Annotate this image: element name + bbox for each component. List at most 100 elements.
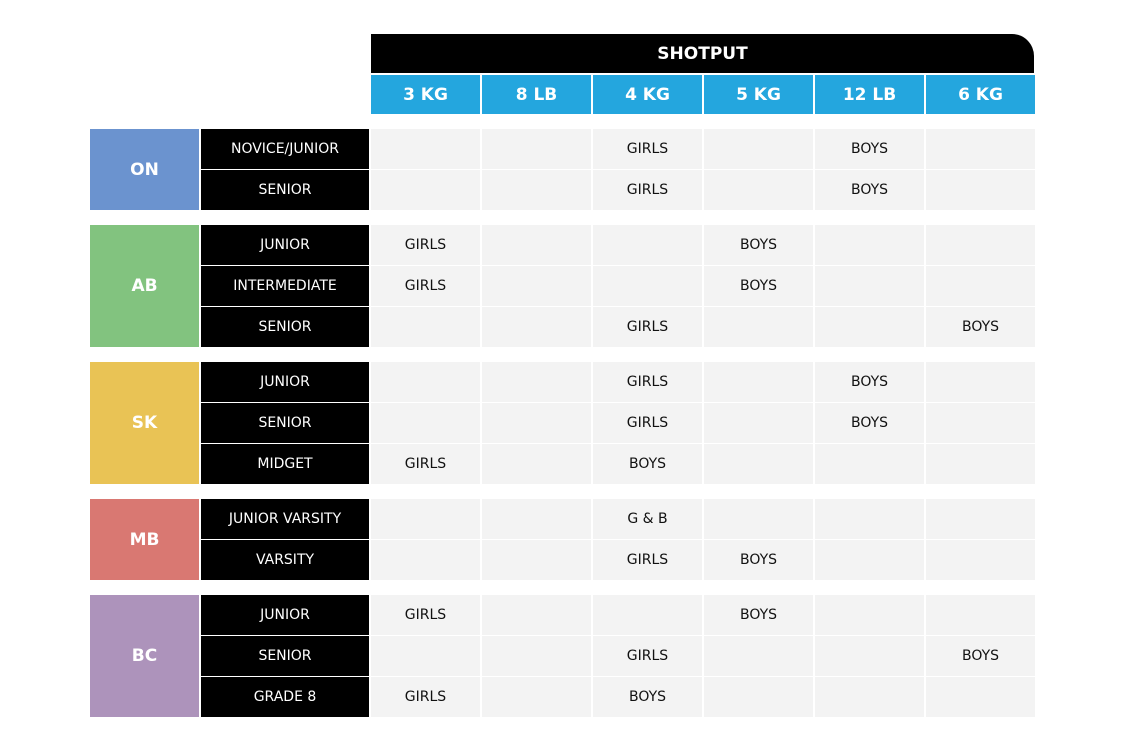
table-cell xyxy=(926,266,1035,306)
table-cell xyxy=(482,266,591,306)
table-cell xyxy=(926,170,1035,210)
table-cell xyxy=(482,403,591,443)
table-cell xyxy=(371,636,480,676)
table-cell xyxy=(926,595,1035,635)
table-cell: GIRLS xyxy=(593,636,702,676)
table-cell: BOYS xyxy=(815,403,924,443)
table-cell xyxy=(371,170,480,210)
table-cell: GIRLS xyxy=(593,540,702,580)
table-cell: GIRLS xyxy=(371,266,480,306)
table-cell: BOYS xyxy=(593,677,702,717)
table-cell xyxy=(815,499,924,539)
level-label: INTERMEDIATE xyxy=(201,266,369,306)
table-cell: GIRLS xyxy=(593,170,702,210)
table-cell xyxy=(704,129,813,169)
table-cell xyxy=(704,170,813,210)
table-cell xyxy=(926,540,1035,580)
table-cell xyxy=(926,225,1035,265)
table-cell: GIRLS xyxy=(371,444,480,484)
table-cell xyxy=(482,129,591,169)
table-cell xyxy=(482,444,591,484)
table-title: SHOTPUT xyxy=(371,34,1034,73)
table-cell xyxy=(482,307,591,347)
table-cell xyxy=(926,444,1035,484)
column-header: 8 LB xyxy=(482,75,591,114)
table-cell: BOYS xyxy=(704,266,813,306)
table-cell xyxy=(482,540,591,580)
level-label: JUNIOR xyxy=(201,362,369,402)
level-label: SENIOR xyxy=(201,170,369,210)
table-cell: GIRLS xyxy=(593,307,702,347)
table-cell xyxy=(371,129,480,169)
table-cell xyxy=(815,225,924,265)
table-cell: BOYS xyxy=(815,129,924,169)
table-cell xyxy=(371,540,480,580)
table-cell xyxy=(482,170,591,210)
column-header: 3 KG xyxy=(371,75,480,114)
table-cell xyxy=(371,403,480,443)
level-label: GRADE 8 xyxy=(201,677,369,717)
level-label: MIDGET xyxy=(201,444,369,484)
table-cell: G & B xyxy=(593,499,702,539)
table-cell xyxy=(704,636,813,676)
table-cell xyxy=(815,677,924,717)
level-label: JUNIOR VARSITY xyxy=(201,499,369,539)
table-cell: GIRLS xyxy=(593,362,702,402)
level-label: SENIOR xyxy=(201,403,369,443)
table-cell xyxy=(482,225,591,265)
table-cell: GIRLS xyxy=(371,595,480,635)
table-cell: GIRLS xyxy=(593,129,702,169)
table-cell xyxy=(593,595,702,635)
table-cell xyxy=(704,444,813,484)
table-cell xyxy=(704,677,813,717)
province-label: AB xyxy=(90,225,199,347)
table-cell xyxy=(815,266,924,306)
province-label: SK xyxy=(90,362,199,484)
table-cell: GIRLS xyxy=(593,403,702,443)
table-cell: BOYS xyxy=(815,362,924,402)
table-cell xyxy=(815,540,924,580)
table-cell xyxy=(926,677,1035,717)
table-cell xyxy=(482,636,591,676)
table-cell xyxy=(704,403,813,443)
province-label: BC xyxy=(90,595,199,717)
table-cell xyxy=(815,636,924,676)
table-cell: GIRLS xyxy=(371,225,480,265)
table-cell xyxy=(371,307,480,347)
column-header: 12 LB xyxy=(815,75,924,114)
table-cell: BOYS xyxy=(815,170,924,210)
province-label: ON xyxy=(90,129,199,210)
level-label: VARSITY xyxy=(201,540,369,580)
table-cell xyxy=(815,307,924,347)
table-cell: BOYS xyxy=(926,307,1035,347)
table-cell xyxy=(371,362,480,402)
column-header: 5 KG xyxy=(704,75,813,114)
level-label: JUNIOR xyxy=(201,225,369,265)
table-cell xyxy=(815,444,924,484)
level-label: NOVICE/JUNIOR xyxy=(201,129,369,169)
table-cell xyxy=(926,499,1035,539)
table-cell xyxy=(482,677,591,717)
table-cell xyxy=(482,595,591,635)
table-cell: GIRLS xyxy=(371,677,480,717)
table-cell xyxy=(704,499,813,539)
table-cell: BOYS xyxy=(704,540,813,580)
table-cell: BOYS xyxy=(704,225,813,265)
table-cell xyxy=(704,362,813,402)
table-cell xyxy=(926,362,1035,402)
table-cell xyxy=(593,225,702,265)
level-label: SENIOR xyxy=(201,307,369,347)
table-cell xyxy=(926,129,1035,169)
column-header: 6 KG xyxy=(926,75,1035,114)
table-cell: BOYS xyxy=(926,636,1035,676)
table-cell: BOYS xyxy=(593,444,702,484)
table-cell xyxy=(593,266,702,306)
table-cell: BOYS xyxy=(704,595,813,635)
level-label: SENIOR xyxy=(201,636,369,676)
province-label: MB xyxy=(90,499,199,580)
table-cell xyxy=(926,403,1035,443)
table-cell xyxy=(371,499,480,539)
column-header: 4 KG xyxy=(593,75,702,114)
table-cell xyxy=(482,499,591,539)
table-cell xyxy=(704,307,813,347)
